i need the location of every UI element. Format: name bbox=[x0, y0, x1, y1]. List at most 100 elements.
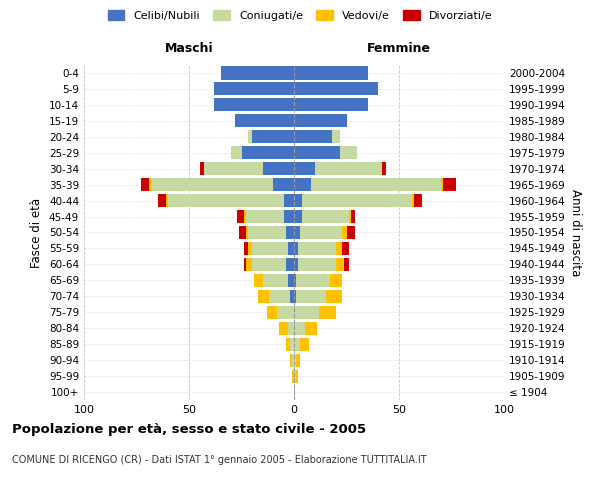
Bar bbox=[441, 178, 443, 191]
Bar bbox=[166, 194, 168, 207]
Bar bbox=[294, 210, 302, 223]
Bar bbox=[301, 338, 309, 350]
Bar bbox=[241, 146, 294, 160]
Bar bbox=[443, 178, 456, 191]
Bar bbox=[284, 210, 294, 223]
Bar bbox=[305, 322, 317, 335]
Bar bbox=[290, 290, 294, 303]
Bar bbox=[286, 226, 294, 239]
Bar bbox=[269, 290, 290, 303]
Bar bbox=[259, 290, 269, 303]
Bar bbox=[336, 242, 342, 255]
Bar bbox=[336, 258, 344, 271]
Bar bbox=[286, 258, 294, 271]
Bar bbox=[294, 306, 319, 319]
Bar bbox=[296, 370, 298, 382]
Bar bbox=[294, 370, 296, 382]
Bar bbox=[296, 274, 330, 287]
Bar bbox=[294, 194, 302, 207]
Bar bbox=[294, 114, 347, 128]
Bar bbox=[294, 66, 367, 80]
Bar bbox=[344, 258, 349, 271]
Bar bbox=[288, 322, 294, 335]
Bar bbox=[252, 130, 294, 143]
Bar bbox=[347, 226, 355, 239]
Bar bbox=[294, 242, 298, 255]
Bar bbox=[168, 194, 284, 207]
Bar bbox=[235, 114, 294, 128]
Bar bbox=[239, 226, 246, 239]
Bar bbox=[294, 98, 367, 112]
Bar bbox=[319, 306, 336, 319]
Bar bbox=[288, 274, 294, 287]
Bar bbox=[294, 130, 332, 143]
Bar bbox=[246, 226, 248, 239]
Bar bbox=[286, 338, 290, 350]
Text: COMUNE DI RICENGO (CR) - Dati ISTAT 1° gennaio 2005 - Elaborazione TUTTITALIA.IT: COMUNE DI RICENGO (CR) - Dati ISTAT 1° g… bbox=[12, 455, 427, 465]
Bar bbox=[248, 226, 286, 239]
Bar bbox=[151, 178, 273, 191]
Bar bbox=[414, 194, 422, 207]
Bar bbox=[294, 178, 311, 191]
Bar bbox=[290, 338, 294, 350]
Bar bbox=[301, 226, 342, 239]
Bar bbox=[149, 178, 151, 191]
Bar bbox=[277, 306, 294, 319]
Bar bbox=[350, 210, 355, 223]
Bar bbox=[157, 194, 166, 207]
Bar bbox=[302, 210, 349, 223]
Bar bbox=[248, 242, 252, 255]
Bar bbox=[221, 66, 294, 80]
Bar bbox=[288, 242, 294, 255]
Bar bbox=[311, 178, 441, 191]
Y-axis label: Anni di nascita: Anni di nascita bbox=[569, 189, 582, 276]
Bar bbox=[294, 258, 298, 271]
Bar bbox=[140, 178, 149, 191]
Bar bbox=[340, 146, 357, 160]
Bar bbox=[294, 226, 301, 239]
Bar bbox=[325, 290, 342, 303]
Bar bbox=[273, 178, 294, 191]
Bar bbox=[294, 354, 296, 366]
Bar bbox=[238, 210, 244, 223]
Bar bbox=[294, 82, 378, 96]
Bar bbox=[254, 274, 263, 287]
Bar bbox=[294, 146, 340, 160]
Bar bbox=[294, 290, 296, 303]
Bar bbox=[263, 274, 288, 287]
Bar bbox=[294, 322, 305, 335]
Bar bbox=[315, 162, 382, 175]
Text: Popolazione per età, sesso e stato civile - 2005: Popolazione per età, sesso e stato civil… bbox=[12, 422, 366, 436]
Legend: Celibi/Nubili, Coniugati/e, Vedovi/e, Divorziati/e: Celibi/Nubili, Coniugati/e, Vedovi/e, Di… bbox=[103, 6, 497, 25]
Text: Maschi: Maschi bbox=[164, 42, 214, 56]
Bar bbox=[330, 274, 342, 287]
Bar bbox=[296, 290, 325, 303]
Bar bbox=[266, 306, 277, 319]
Bar bbox=[292, 370, 294, 382]
Bar bbox=[244, 258, 246, 271]
Bar bbox=[248, 130, 252, 143]
Bar bbox=[244, 242, 248, 255]
Bar bbox=[199, 162, 204, 175]
Bar bbox=[246, 258, 252, 271]
Bar bbox=[342, 242, 349, 255]
Bar bbox=[231, 146, 241, 160]
Bar bbox=[252, 242, 288, 255]
Bar bbox=[298, 242, 336, 255]
Bar bbox=[294, 274, 296, 287]
Bar bbox=[342, 226, 347, 239]
Bar bbox=[246, 210, 284, 223]
Bar bbox=[349, 210, 351, 223]
Text: Femmine: Femmine bbox=[367, 42, 431, 56]
Bar bbox=[214, 82, 294, 96]
Bar bbox=[294, 338, 301, 350]
Bar bbox=[302, 194, 412, 207]
Bar bbox=[412, 194, 414, 207]
Bar bbox=[292, 354, 294, 366]
Bar bbox=[290, 354, 292, 366]
Bar bbox=[294, 162, 315, 175]
Bar bbox=[382, 162, 386, 175]
Bar bbox=[298, 258, 336, 271]
Bar bbox=[252, 258, 286, 271]
Bar bbox=[280, 322, 288, 335]
